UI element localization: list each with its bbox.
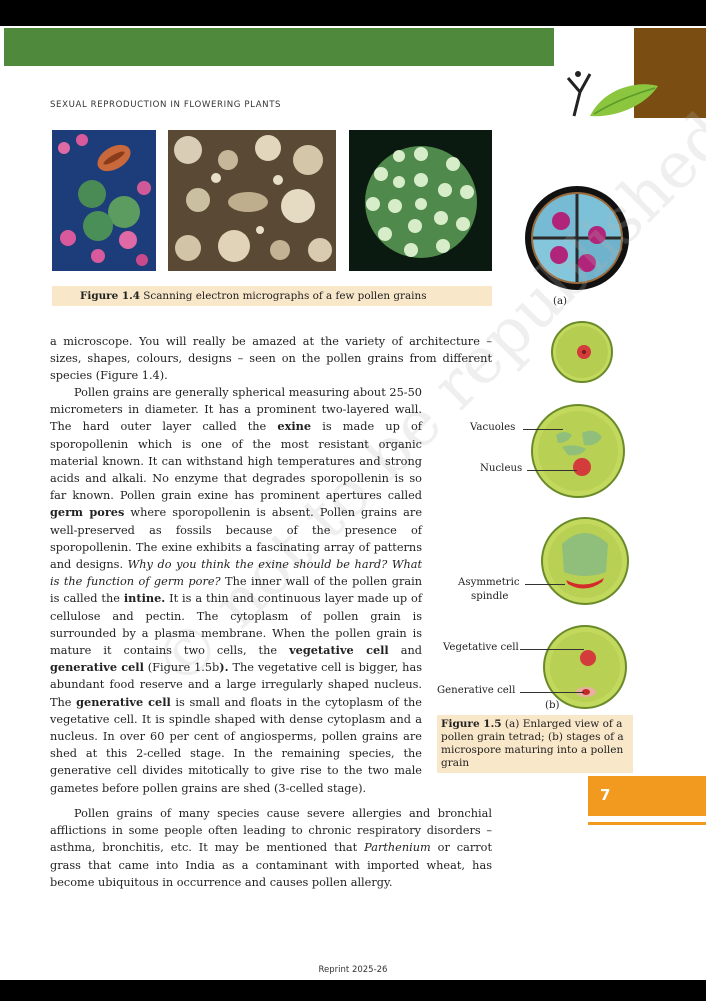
figure-1-4-label: Figure 1.4	[80, 290, 140, 302]
label-vacuoles: Vacuoles	[470, 422, 516, 433]
p2-part-g: The vegetative cell is bigger, has abund…	[50, 661, 422, 709]
running-head: SEXUAL REPRODUCTION IN FLOWERING PLANTS	[50, 100, 282, 110]
label-nucleus: Nucleus	[480, 463, 523, 474]
page-number-tab	[588, 776, 706, 816]
green-header-band	[4, 28, 554, 66]
figure-1-4-caption: Figure 1.4 Scanning electron micrographs…	[52, 286, 492, 306]
paragraph-1-text: a microscope. You will really be amazed …	[50, 335, 492, 383]
question-italic: Why do you think the exine should be har…	[50, 558, 422, 589]
p2-part-b: is made up of sporopollenin which is one…	[50, 420, 422, 503]
figure-1-5-label: Figure 1.5	[441, 718, 502, 730]
ncert-logo-icon	[566, 71, 658, 117]
term-generative-cell: generative cell	[50, 660, 144, 675]
leader-vacuoles	[523, 429, 563, 430]
term-vegetative-cell: vegetative cell	[289, 643, 389, 658]
leader-nucleus	[527, 470, 577, 471]
p2-paren: ).	[219, 660, 229, 675]
figure-1-5-caption-text: (a) Enlarged view of a pollen grain tetr…	[441, 718, 624, 769]
label-spindle: spindle	[471, 591, 509, 602]
microspore-stage-2	[531, 404, 625, 498]
top-black-bar	[0, 0, 706, 26]
brown-corner-block	[634, 28, 706, 118]
term-intine: intine.	[123, 591, 166, 606]
term-parthenium: Parthenium	[364, 841, 431, 855]
figure-1-5-panel-b-label: (b)	[545, 700, 560, 711]
p2-part-c: where sporopollenin is absent. Pollen gr…	[50, 506, 422, 572]
p2-part-a: Pollen grains are generally spherical me…	[50, 386, 422, 434]
bottom-black-bar	[0, 980, 706, 1001]
term-germ-pores: germ pores	[50, 505, 125, 520]
figure-1-4-caption-text: Scanning electron micrographs of a few p…	[143, 290, 427, 302]
paragraph-1: a microscope. You will really be amazed …	[50, 333, 492, 385]
footer-reprint: Reprint 2025-26	[318, 965, 388, 975]
leader-generative-cell	[520, 692, 584, 693]
term-generative-cell-2: generative cell	[76, 694, 171, 709]
p2-part-h: is small and floats in the cytoplasm of …	[50, 695, 422, 795]
paragraph-2: Pollen grains are generally spherical me…	[50, 384, 422, 797]
figure-1-5-caption: Figure 1.5 (a) Enlarged view of a pollen…	[437, 715, 633, 773]
pollen-micrograph-1	[52, 130, 156, 271]
page-number: 7	[600, 786, 611, 804]
p2-and: and	[388, 644, 422, 658]
label-generative-cell: Generative cell	[437, 685, 516, 696]
figure-1-5-panel-a-label: (a)	[553, 296, 568, 307]
pollen-micrograph-3	[349, 130, 492, 271]
p2-part-d: The inner wall of the pollen grain is ca…	[50, 575, 422, 606]
microspore-stage-1	[551, 321, 613, 383]
paragraph-3: Pollen grains of many species cause seve…	[50, 805, 492, 891]
p2-part-f: (Figure 1.5b	[143, 661, 220, 675]
p3-part-b: or carrot grass that came into India as …	[50, 841, 492, 889]
microspore-stage-4	[543, 625, 627, 709]
label-vegetative-cell: Vegetative cell	[443, 642, 519, 653]
p2-part-e: It is a thin and continuous layer made u…	[50, 592, 423, 658]
term-exine: exine	[277, 419, 312, 434]
p3-part-a: Pollen grains of many species cause seve…	[50, 807, 492, 855]
pollen-micrograph-2	[168, 130, 336, 271]
microspore-stage-3	[541, 517, 629, 605]
leader-vegetative-cell	[520, 649, 584, 650]
label-asymmetric: Asymmetric	[458, 577, 520, 588]
leader-spindle	[525, 584, 565, 585]
pollen-tetrad-figure	[525, 186, 629, 290]
page-number-underline	[588, 822, 706, 825]
